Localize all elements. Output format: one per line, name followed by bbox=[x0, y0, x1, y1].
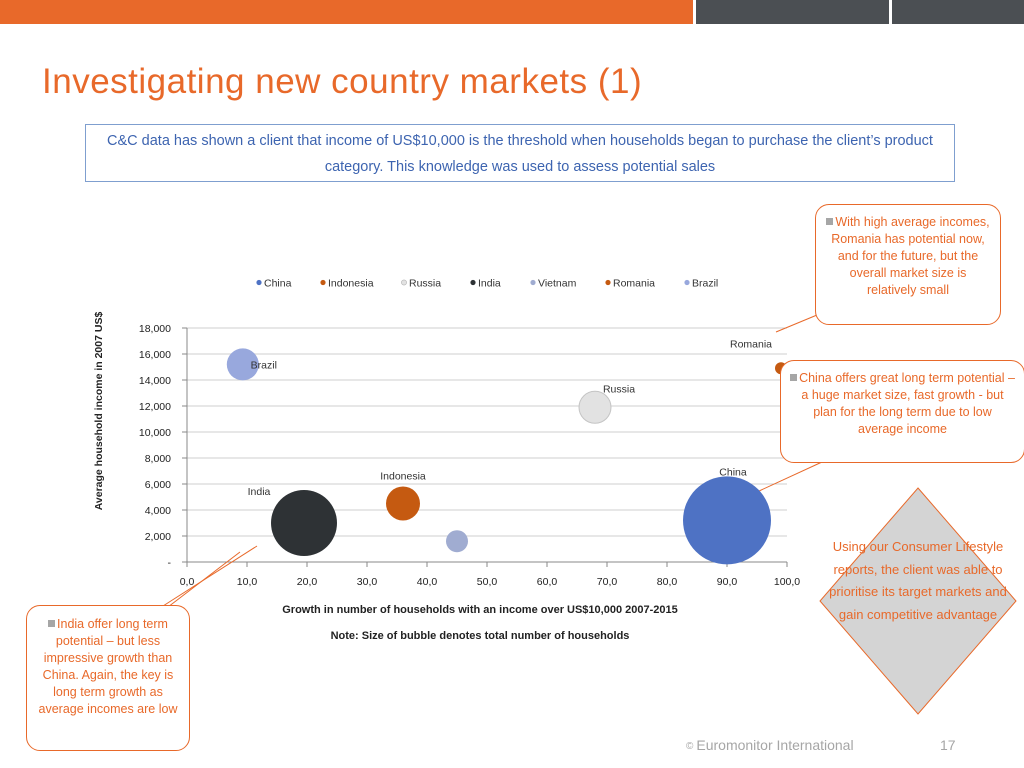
y-tick-label: 18,000 bbox=[139, 323, 171, 335]
bullet-icon bbox=[790, 374, 798, 381]
x-tick-label: 0,0 bbox=[180, 576, 195, 588]
bubble-label-russia: Russia bbox=[603, 383, 635, 395]
top-accent-bar bbox=[0, 0, 693, 24]
chart-bubbles bbox=[226, 348, 787, 565]
x-tick-label: 70,0 bbox=[597, 576, 618, 588]
callout-india-text: India offer long term potential – but le… bbox=[38, 617, 178, 716]
bullet-icon bbox=[826, 218, 834, 225]
callout-romania: With high average incomes, Romania has p… bbox=[815, 204, 1001, 325]
legend-marker bbox=[470, 279, 476, 286]
bubble-label-romania: Romania bbox=[730, 338, 772, 350]
chart-legend: China Indonesia Russia India Vietnam Romania B… bbox=[256, 278, 718, 290]
bullet-icon bbox=[48, 620, 56, 627]
callout-india: India offer long term potential – but le… bbox=[26, 605, 190, 751]
bubble-indonesia bbox=[386, 486, 420, 521]
x-tick-label: 10,0 bbox=[237, 576, 258, 588]
legend-marker bbox=[320, 279, 326, 286]
y-tick-label: - bbox=[168, 557, 172, 569]
legend-marker bbox=[530, 279, 536, 286]
bubble-label-china: China bbox=[719, 466, 747, 478]
summary-diamond bbox=[819, 487, 1017, 715]
page-number: 17 bbox=[940, 737, 956, 753]
legend-marker bbox=[605, 279, 611, 286]
chart-bubble-labels: China Indonesia Russia India Romania Brazil bbox=[248, 338, 773, 498]
y-tick-label: 2,000 bbox=[145, 531, 171, 543]
chart-note: Note: Size of bubble denotes total numbe… bbox=[331, 630, 630, 642]
footer-brand: © Euromonitor International bbox=[686, 737, 854, 753]
y-tick-label: 16,000 bbox=[139, 349, 171, 361]
callout-china: China offers great long term potential –… bbox=[780, 360, 1024, 463]
x-tick-label: 60,0 bbox=[537, 576, 558, 588]
x-tick-label: 80,0 bbox=[657, 576, 678, 588]
x-tick-label: 20,0 bbox=[297, 576, 318, 588]
bubble-brazil bbox=[226, 348, 259, 381]
bubble-label-india: India bbox=[248, 486, 271, 498]
slide-title: Investigating new country markets (1) bbox=[42, 62, 643, 101]
x-axis-label: Growth in number of households with an i… bbox=[282, 604, 678, 616]
intro-box: C&C data has shown a client that income … bbox=[85, 124, 955, 182]
y-axis-label: Average household income in 2007 US$ bbox=[93, 312, 105, 511]
bubble-india bbox=[271, 490, 337, 556]
legend-marker bbox=[684, 279, 690, 286]
chart-gridlines bbox=[187, 327, 787, 537]
y-tick-label: 8,000 bbox=[145, 453, 171, 465]
callout-romania-text: With high average incomes, Romania has p… bbox=[831, 215, 990, 297]
x-tick-label: 30,0 bbox=[357, 576, 378, 588]
x-tick-label: 50,0 bbox=[477, 576, 498, 588]
chart-axes: - 2,000 4,000 6,000 8,000 10,000 12,000 14,000 1… bbox=[139, 323, 800, 588]
x-tick-label: 90,0 bbox=[717, 576, 738, 588]
footer-brand-name: Euromonitor International bbox=[696, 737, 854, 753]
legend-entry: Brazil bbox=[692, 278, 718, 290]
legend-entry: Vietnam bbox=[538, 278, 577, 290]
callout-china-text: China offers great long term potential –… bbox=[799, 371, 1015, 436]
legend-entry: Romania bbox=[613, 278, 655, 290]
pointer-india bbox=[162, 545, 258, 607]
y-tick-label: 6,000 bbox=[145, 479, 171, 491]
x-tick-label: 100,0 bbox=[774, 576, 800, 588]
y-tick-label: 10,000 bbox=[139, 427, 171, 439]
legend-entry: Indonesia bbox=[328, 278, 374, 290]
bubble-china bbox=[683, 476, 771, 565]
x-tick-label: 40,0 bbox=[417, 576, 438, 588]
legend-marker bbox=[256, 279, 262, 286]
bubble-russia bbox=[578, 390, 612, 424]
top-dark-bar-2 bbox=[892, 0, 1024, 24]
y-tick-label: 12,000 bbox=[139, 401, 171, 413]
legend-entry: India bbox=[478, 278, 501, 290]
y-tick-label: 14,000 bbox=[139, 375, 171, 387]
diamond-text: Using our Consumer Lifestyle reports, th… bbox=[829, 539, 1007, 622]
y-tick-label: 4,000 bbox=[145, 505, 171, 517]
legend-entry: Russia bbox=[409, 278, 441, 290]
legend-marker bbox=[401, 279, 407, 286]
bubble-label-indonesia: Indonesia bbox=[380, 471, 426, 483]
pointer-india-2 bbox=[167, 551, 241, 608]
copyright-symbol: © bbox=[686, 741, 694, 752]
bubble-vietnam bbox=[446, 530, 468, 553]
top-dark-bar-1 bbox=[696, 0, 889, 24]
bubble-label-brazil: Brazil bbox=[251, 359, 277, 371]
legend-entry: China bbox=[264, 278, 292, 290]
